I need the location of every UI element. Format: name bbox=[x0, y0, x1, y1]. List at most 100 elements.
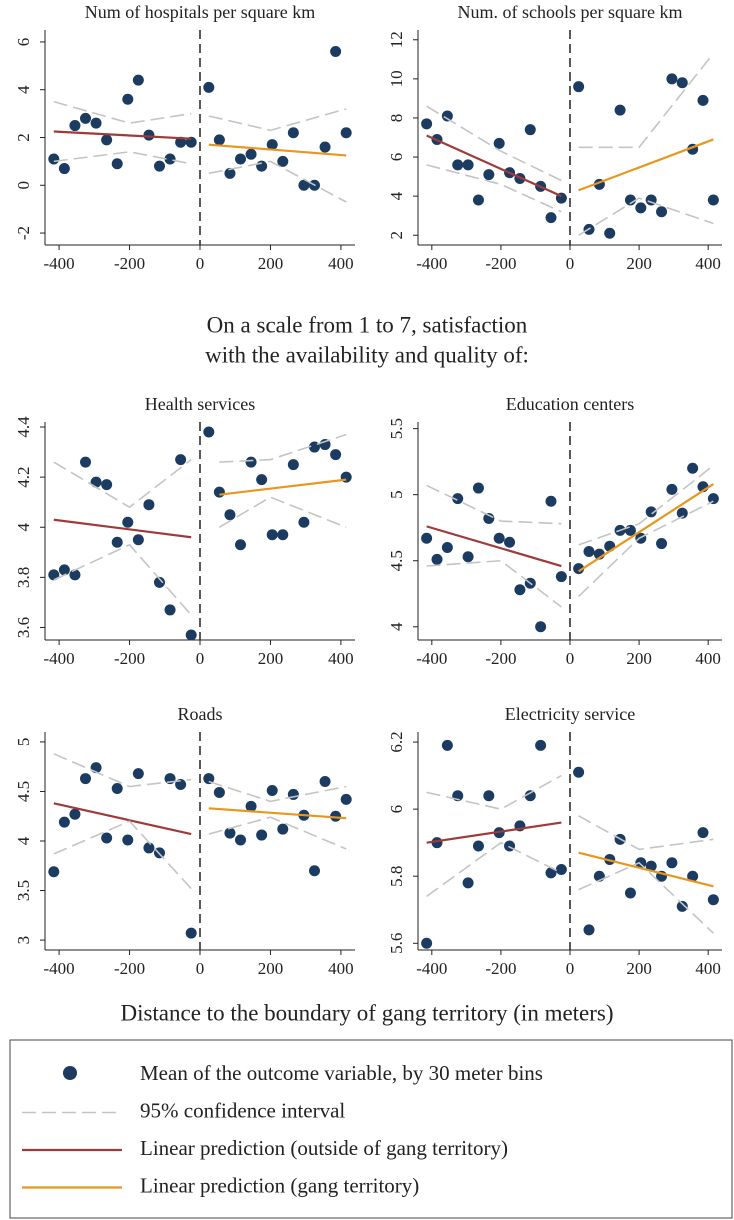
x-tick-label: 200 bbox=[626, 254, 652, 273]
x-tick-label: -400 bbox=[44, 649, 75, 668]
y-tick-label: 4 bbox=[14, 522, 33, 531]
bin-mean bbox=[545, 212, 557, 224]
x-tick-label: 0 bbox=[196, 649, 205, 668]
x-tick-label: -200 bbox=[485, 649, 516, 668]
y-tick-label: 4 bbox=[387, 191, 406, 200]
bin-mean bbox=[535, 739, 547, 751]
x-tick-label: 400 bbox=[695, 649, 721, 668]
x-tick-label: 200 bbox=[626, 649, 652, 668]
x-tick-label: 400 bbox=[328, 649, 354, 668]
y-tick-label: 6.2 bbox=[387, 731, 406, 752]
bin-mean bbox=[48, 866, 60, 878]
confidence-band bbox=[208, 108, 347, 132]
fit-line bbox=[578, 138, 714, 192]
legend-box bbox=[9, 1039, 733, 1219]
bin-mean bbox=[213, 786, 225, 798]
bin-mean bbox=[483, 512, 495, 524]
bin-mean bbox=[48, 569, 60, 581]
legend-marker bbox=[63, 1066, 77, 1080]
bin-mean bbox=[69, 120, 81, 132]
bin-mean bbox=[80, 112, 92, 124]
bin-mean bbox=[635, 202, 647, 214]
confidence-band bbox=[426, 105, 562, 182]
bin-mean bbox=[185, 629, 197, 641]
y-tick-label: 12 bbox=[387, 31, 406, 48]
bin-mean bbox=[493, 532, 505, 544]
x-tick-label: 400 bbox=[695, 959, 721, 978]
bin-mean bbox=[462, 877, 474, 889]
bin-mean bbox=[80, 456, 92, 468]
confidence-band bbox=[578, 815, 714, 851]
x-tick-label: 0 bbox=[566, 254, 575, 273]
x-tick-label: 0 bbox=[196, 254, 205, 273]
bin-mean bbox=[656, 538, 668, 550]
confidence-band bbox=[578, 500, 714, 597]
bin-mean bbox=[132, 768, 144, 780]
bin-mean bbox=[462, 159, 474, 171]
y-tick-label: 4.5 bbox=[387, 550, 406, 571]
bin-mean bbox=[483, 169, 495, 181]
bin-mean bbox=[624, 887, 636, 899]
bin-mean bbox=[203, 81, 215, 93]
bin-mean bbox=[101, 134, 113, 146]
bin-mean bbox=[203, 773, 215, 785]
y-tick-label: 2 bbox=[387, 231, 406, 240]
x-tick-label: -400 bbox=[44, 959, 75, 978]
panel-title: Education centers bbox=[506, 394, 634, 414]
confidence-band bbox=[578, 197, 714, 236]
confidence-band bbox=[53, 753, 192, 788]
legend-label: Linear prediction (outside of gang terri… bbox=[140, 1136, 508, 1160]
bin-mean bbox=[666, 483, 678, 495]
y-tick-label: 4 bbox=[14, 85, 33, 94]
bin-mean bbox=[298, 516, 310, 528]
bin-mean bbox=[535, 621, 547, 633]
fit-line bbox=[53, 130, 192, 140]
bin-mean bbox=[153, 576, 165, 588]
fit-line bbox=[208, 143, 347, 157]
bin-mean bbox=[421, 937, 433, 949]
y-tick-label: 10 bbox=[387, 70, 406, 87]
fit-line bbox=[426, 821, 562, 844]
bin-mean bbox=[524, 790, 536, 802]
bin-mean bbox=[545, 495, 557, 507]
bin-mean bbox=[707, 894, 719, 906]
bin-mean bbox=[111, 782, 123, 794]
bin-mean bbox=[645, 860, 657, 872]
legend-label: 95% confidence interval bbox=[140, 1098, 345, 1122]
bin-mean bbox=[185, 927, 197, 939]
y-tick-label: 8 bbox=[387, 114, 406, 123]
bin-mean bbox=[483, 790, 495, 802]
bin-mean bbox=[472, 194, 484, 206]
bin-mean bbox=[122, 93, 134, 105]
bin-mean bbox=[545, 867, 557, 879]
bin-mean bbox=[441, 739, 453, 751]
x-tick-label: -400 bbox=[44, 254, 75, 273]
bin-mean bbox=[573, 81, 585, 93]
y-tick-label: 3.6 bbox=[14, 617, 33, 638]
bin-mean bbox=[122, 516, 134, 528]
y-tick-label: 6 bbox=[387, 805, 406, 814]
bin-mean bbox=[298, 179, 310, 191]
bin-mean bbox=[143, 129, 155, 141]
bin-mean bbox=[277, 155, 289, 167]
fit-line bbox=[426, 134, 562, 198]
y-tick-label: 5.8 bbox=[387, 866, 406, 887]
bin-mean bbox=[697, 94, 709, 106]
y-tick-label: 6 bbox=[14, 38, 33, 47]
bin-mean bbox=[213, 486, 225, 498]
bin-mean bbox=[277, 529, 289, 541]
y-tick-label: 6 bbox=[387, 153, 406, 162]
bin-mean bbox=[666, 73, 678, 85]
x-axis-label: Distance to the boundary of gang territo… bbox=[120, 1000, 613, 1025]
bin-mean bbox=[573, 563, 585, 575]
x-tick-label: 200 bbox=[258, 959, 284, 978]
y-tick-label: 5 bbox=[387, 490, 406, 499]
x-tick-label: 400 bbox=[328, 254, 354, 273]
legend-label: Linear prediction (gang territory) bbox=[140, 1173, 419, 1197]
fit-line bbox=[53, 518, 192, 539]
bin-mean bbox=[48, 153, 60, 165]
x-tick-label: -200 bbox=[485, 959, 516, 978]
confidence-band bbox=[53, 151, 192, 165]
x-tick-label: -200 bbox=[114, 959, 145, 978]
confidence-band bbox=[578, 464, 714, 546]
